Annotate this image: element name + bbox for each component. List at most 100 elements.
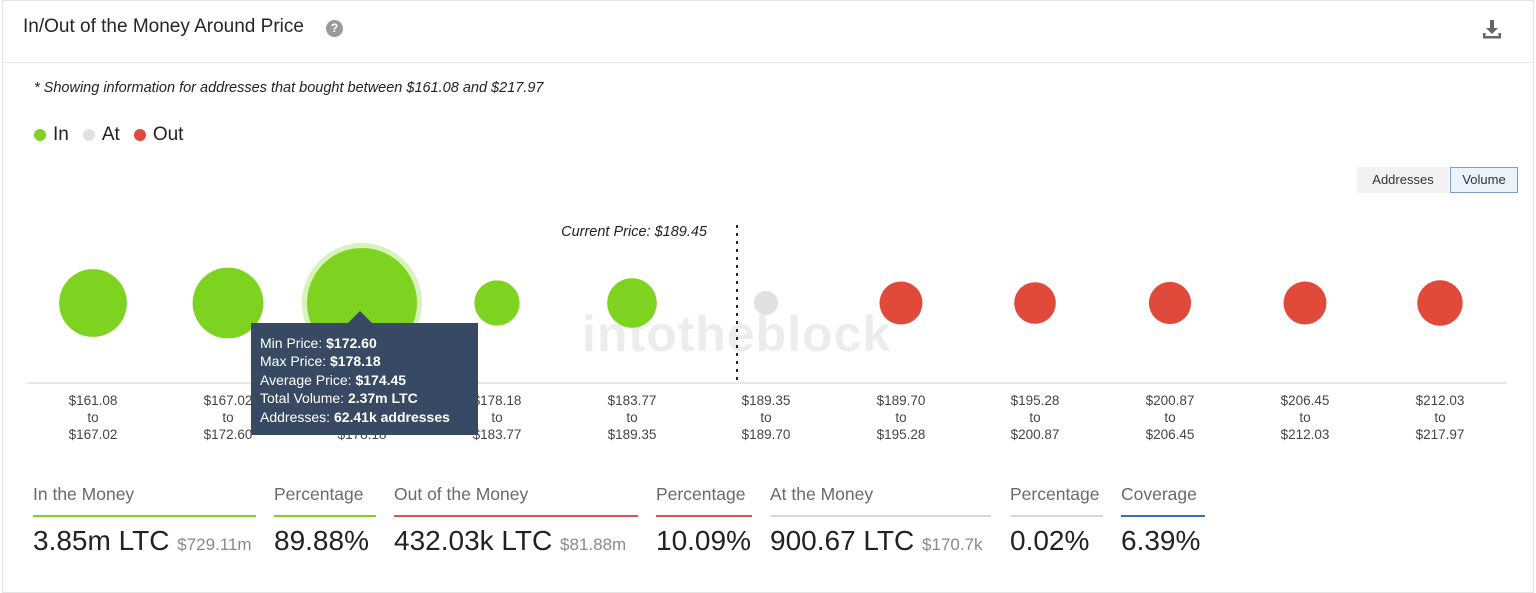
stat-value: 10.09% [656,525,751,556]
tick-label-3-to_word: to [491,410,502,425]
tick-label-4-from: $183.77 [608,393,657,408]
tooltip-vol-value: 2.37m LTC [347,390,418,407]
tooltip-addr-label: Addresses: [260,408,334,425]
stat-in-the-money: In the Money 3.85m LTC $729.11m [33,484,256,557]
range-note: * Showing information for addresses that… [34,80,544,96]
stat-usd: $170.7k [922,535,983,554]
tooltip-min-row: Min Price: $172.60 [260,334,478,352]
tooltip-min-value: $172.60 [326,335,377,351]
tick-label-5-from: $189.35 [742,393,791,408]
volume-toggle-button[interactable]: Volume [1450,167,1518,193]
tooltip-arrow [347,311,373,324]
stat-usd: $81.88m [560,535,627,554]
stat-amount: 3.85m LTC [33,525,170,556]
tick-label-3-from: $178.18 [473,393,522,408]
stat-value: 89.88% [274,525,369,556]
bubble-out-8[interactable] [1148,281,1192,325]
tick-label-10-to: $217.97 [1416,427,1465,442]
stat-value: 0.02% [1010,525,1090,556]
stat-out-percentage: Percentage 10.09% [656,484,752,557]
stat-label: In the Money [33,484,135,504]
legend-label-at: At [101,124,120,145]
panel-title: In/Out of the Money Around Price [23,16,304,37]
tick-label-10-from: $212.03 [1416,393,1465,408]
download-icon[interactable] [1481,18,1503,40]
tooltip-max-label: Max Price: [260,353,331,370]
tooltip-vol-row: Total Volume: 2.37m LTC [260,389,478,407]
bubble-out-9[interactable] [1283,281,1327,325]
tick-label-8-to_word: to [1164,410,1175,425]
stat-out-of-the-money: Out of the Money 432.03k LTC $81.88m [394,484,638,557]
stat-label: At the Money [770,484,874,504]
stat-underline [274,515,376,517]
stat-label: Percentage [1010,484,1100,504]
legend-dot-in [34,129,46,141]
tick-label-10-to_word: to [1434,410,1445,425]
tick-label-9-to: $212.03 [1281,427,1330,442]
tick-label-7-to: $200.87 [1011,427,1060,442]
bubble-in-0[interactable] [59,269,127,337]
stat-coverage: Coverage 6.39% [1121,484,1205,557]
tooltip-vol-label: Total Volume: [260,390,348,407]
stat-underline [1121,515,1205,517]
stat-underline [1010,515,1103,517]
panel-header: In/Out of the Money Around Price ? [3,1,1533,63]
tooltip-avg-row: Average Price: $174.45 [260,371,478,389]
tooltip-max-value: $178.18 [330,353,381,370]
tick-label-5-to_word: to [760,410,771,425]
tick-label-4-to_word: to [626,410,637,425]
legend-label-in: In [53,124,69,145]
legend-label-out: Out [152,124,184,145]
tick-label-8-to: $206.45 [1146,427,1195,442]
tick-label-1-from: $167.02 [204,393,253,408]
tick-label-6-to_word: to [895,410,906,425]
chart-legend: In At Out [34,124,197,146]
tick-label-9-from: $206.45 [1281,393,1330,408]
bubble-out-7[interactable] [1014,282,1056,324]
bubble-out-6[interactable] [879,281,923,325]
stat-amount: 900.67 LTC [770,525,915,556]
stat-usd: $729.11m [177,535,252,554]
bubble-at-5[interactable] [754,291,778,315]
bubble-tooltip: Min Price: $172.60 Max Price: $178.18 Av… [251,323,478,435]
legend-item-out[interactable]: Out [133,124,184,146]
bubble-in-1[interactable] [192,267,264,339]
stat-underline [33,515,256,517]
tooltip-min-label: Min Price: [260,335,327,351]
tooltip-avg-label: Average Price: [260,371,356,388]
bubble-chart: Current Price: $189.45 $161.08 to $167.02 $… [27,224,1507,442]
stat-underline [394,515,638,517]
stat-label: Percentage [656,484,746,504]
help-icon[interactable]: ? [326,20,343,37]
tick-label-4-to: $189.35 [608,427,657,442]
tooltip-addr-row: Addresses: 62.41k addresses [260,408,478,426]
tick-label-1-to: $172.60 [204,427,253,442]
tooltip-addr-value: 62.41k addresses [333,408,450,425]
stat-label: Coverage [1121,484,1197,504]
tick-label-1-to_word: to [222,410,233,425]
bubble-in-3[interactable] [474,280,520,326]
stat-underline [656,515,752,517]
tooltip-max-row: Max Price: $178.18 [260,352,478,370]
stat-underline [770,515,991,517]
tick-label-7-to_word: to [1029,410,1040,425]
legend-dot-out [133,129,146,141]
tick-label-6-to: $195.28 [877,427,926,442]
bubble-in-4[interactable] [607,278,657,328]
legend-item-at[interactable]: At [82,124,120,146]
stat-value: 3.85m LTC $729.11m [33,525,256,557]
tick-label-3-to: $183.77 [473,427,522,442]
legend-dot-at [82,129,95,141]
current-price-label: Current Price: $189.45 [561,224,708,240]
stat-value: 900.67 LTC $170.7k [770,525,991,557]
stat-at-percentage: Percentage 0.02% [1010,484,1103,557]
stat-in-percentage: Percentage 89.88% [274,484,376,557]
stat-label: Percentage [274,484,364,504]
bubble-out-10[interactable] [1417,280,1463,326]
stat-value: 6.39% [1121,525,1201,556]
legend-item-in[interactable]: In [34,124,69,146]
stat-at-the-money: At the Money 900.67 LTC $170.7k [770,484,991,557]
tick-label-8-from: $200.87 [1146,393,1195,408]
addresses-toggle-button[interactable]: Addresses [1357,167,1449,193]
stat-amount: 432.03k LTC [394,525,553,556]
